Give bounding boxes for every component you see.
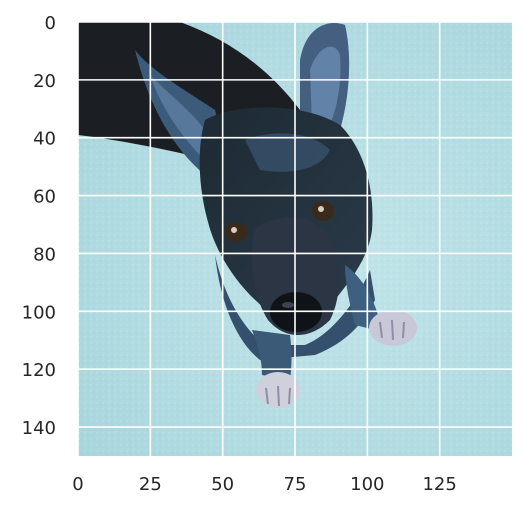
y-tick-label: 40 [33, 129, 56, 150]
y-tick-label: 140 [22, 418, 56, 439]
x-tick-label: 0 [72, 474, 83, 495]
x-tick-label: 50 [211, 474, 234, 495]
y-tick-label: 120 [22, 360, 56, 381]
dog-right-leg [345, 265, 378, 330]
y-tick-label: 20 [33, 71, 56, 92]
dog-left-ear-inner [150, 75, 205, 155]
grid [77, 21, 512, 456]
dog-left-paw-toes [265, 385, 291, 407]
dog-forehead [245, 133, 330, 172]
x-axis: 0 25 50 75 100 125 [72, 474, 457, 495]
dog-chest [215, 255, 375, 360]
dog-left-leg [252, 330, 292, 380]
y-tick-label: 80 [33, 244, 56, 265]
x-tick-label: 100 [350, 474, 384, 495]
y-tick-label: 60 [33, 187, 56, 208]
x-tick-label: 75 [284, 474, 307, 495]
y-tick-label: 100 [22, 302, 56, 323]
x-tick-label: 125 [422, 474, 456, 495]
y-tick-label: 0 [45, 13, 56, 34]
y-axis: 0 20 40 60 80 100 120 140 [22, 13, 56, 439]
dog-left-eye-glint [231, 227, 237, 233]
dog-right-paw-toes [379, 319, 405, 341]
dog-right-eye-glint [318, 206, 324, 212]
x-tick-label: 25 [139, 474, 162, 495]
dog-right-ear-inner [310, 46, 341, 125]
dog-nose-highlight [282, 302, 294, 308]
